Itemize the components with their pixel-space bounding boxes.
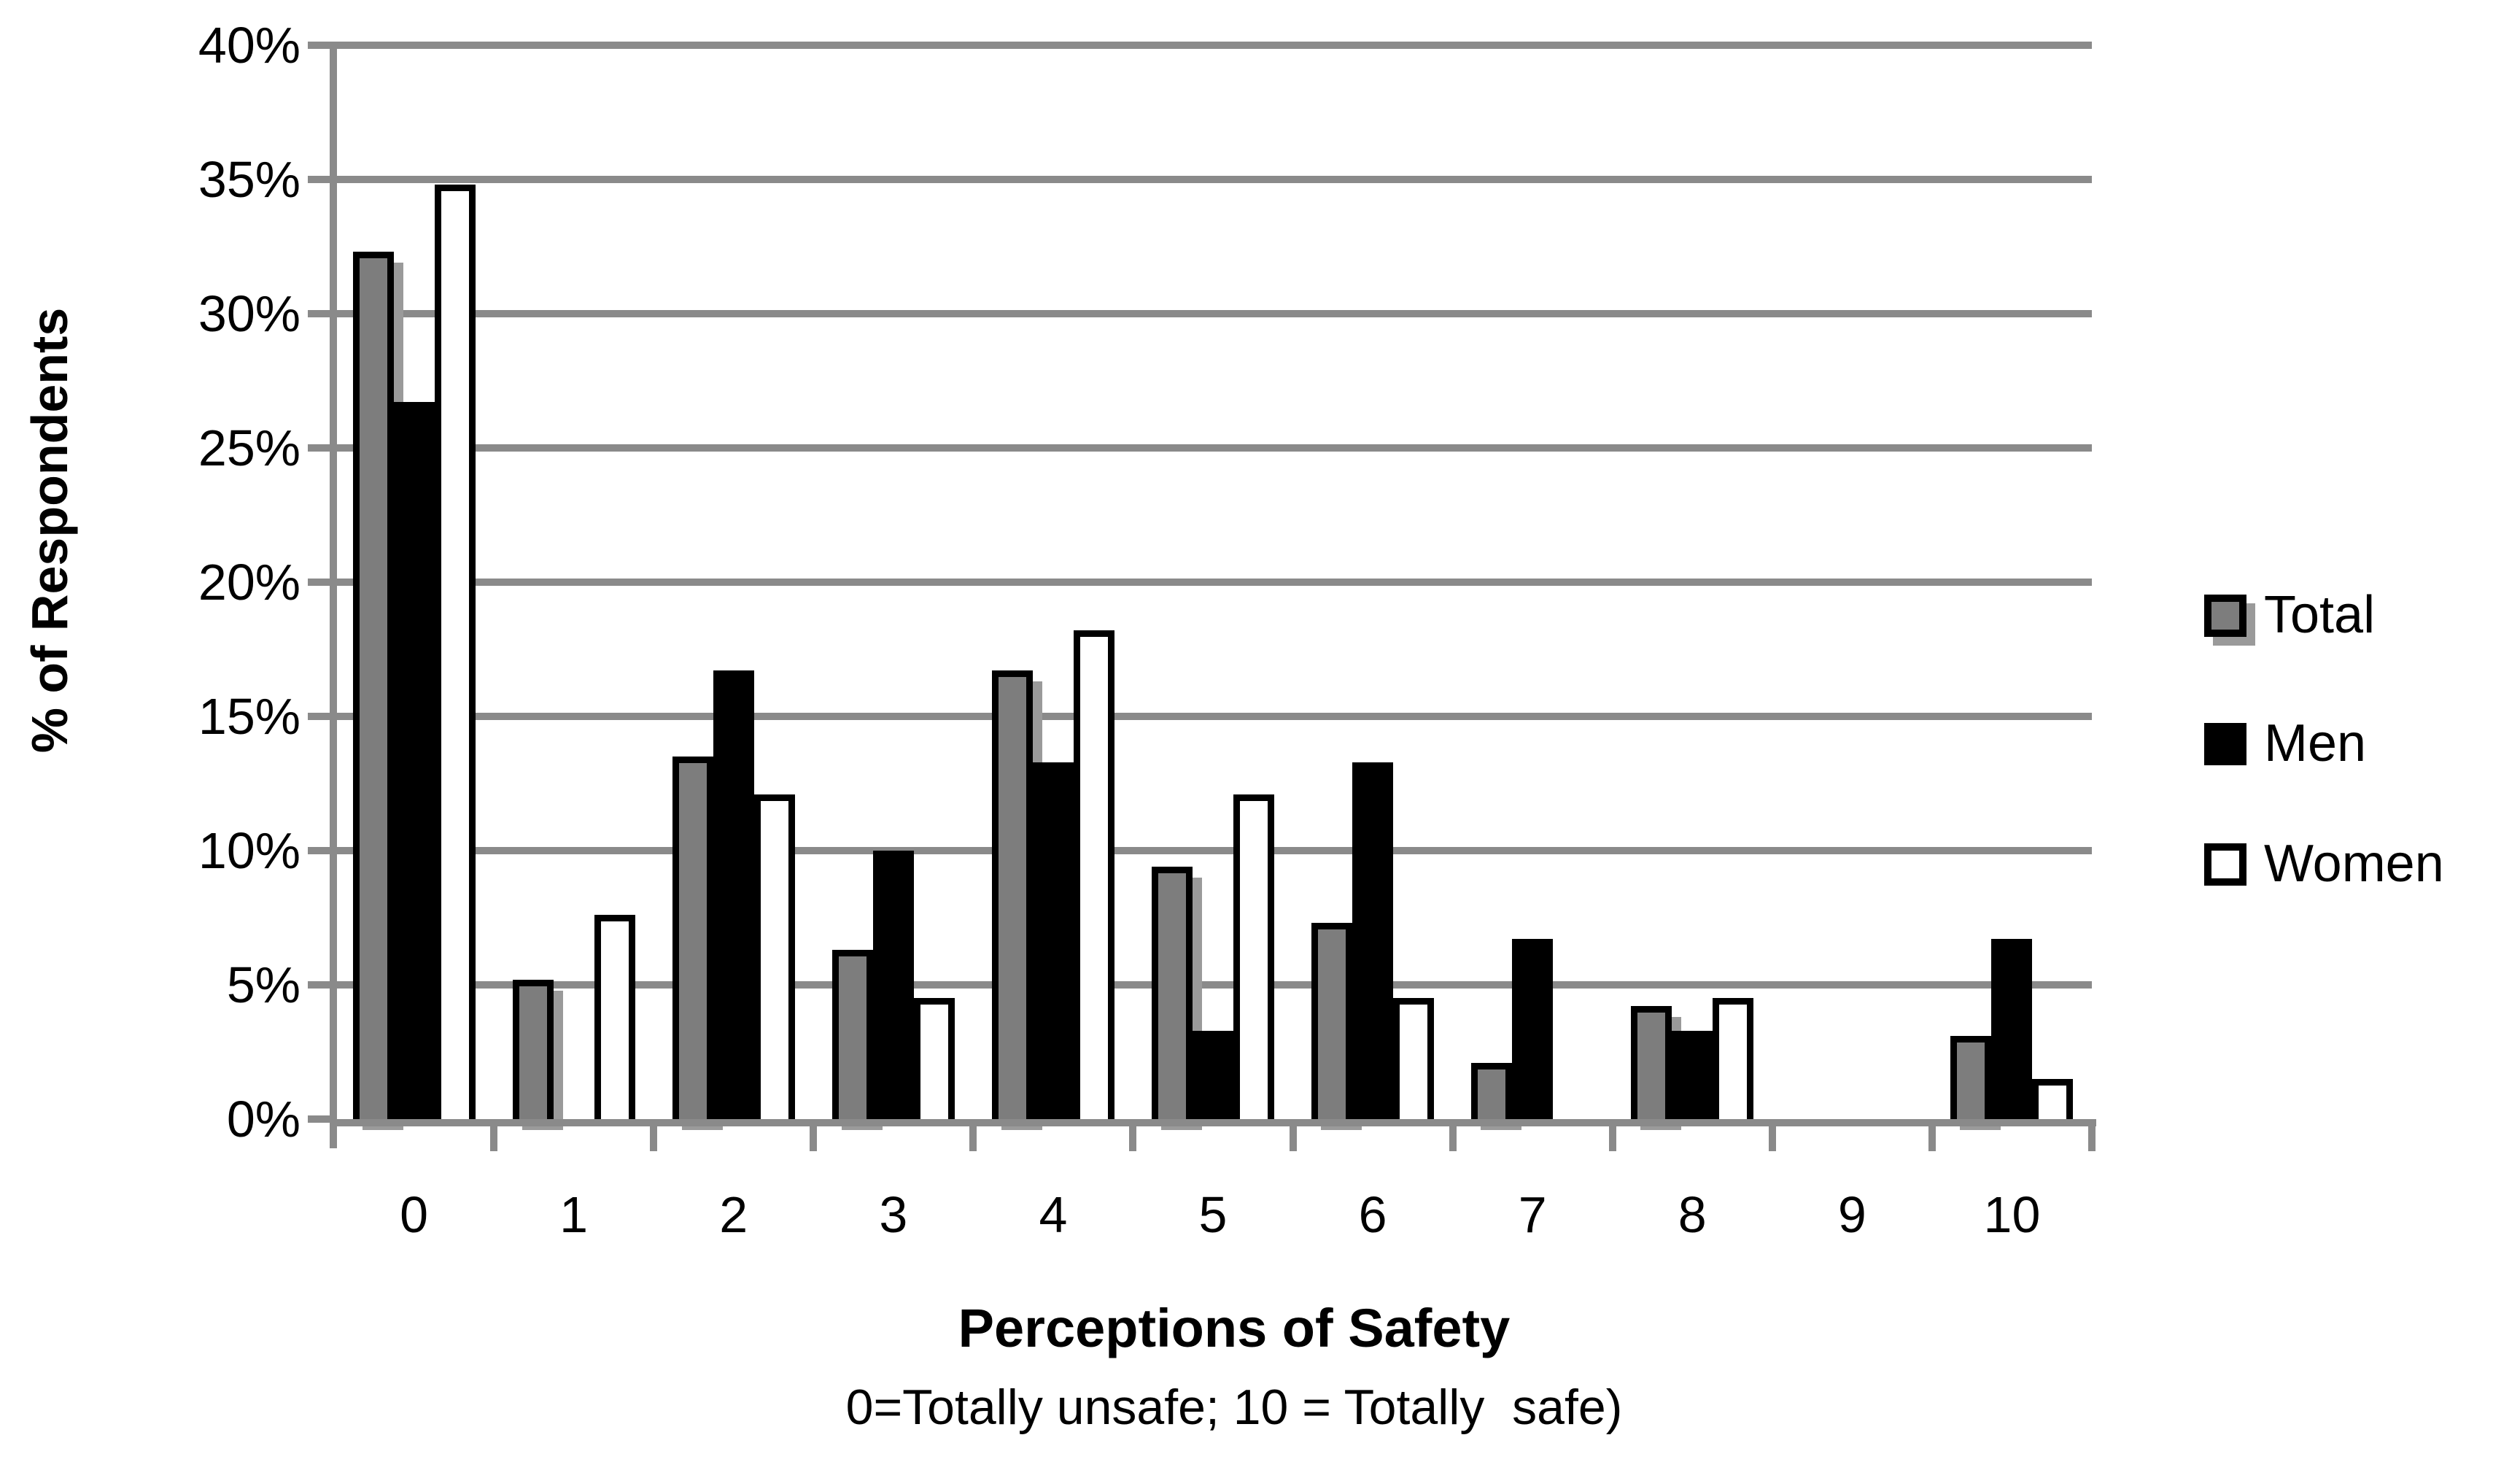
x-tick-label: 2 (719, 1186, 748, 1243)
x-axis-tick (969, 1126, 977, 1151)
bar-men-cat8 (1672, 1030, 1713, 1119)
y-axis-tick (308, 1115, 334, 1123)
gridline (334, 981, 2092, 989)
y-axis-line (330, 45, 337, 1148)
x-tick-label: 10 (1983, 1186, 2041, 1243)
gridline (334, 42, 2092, 49)
bar-men-cat10 (1991, 939, 2033, 1119)
x-tick-label: 3 (879, 1186, 908, 1243)
y-axis-tick (308, 579, 334, 586)
y-axis-tick (308, 847, 334, 854)
bar-men-cat0 (393, 402, 435, 1119)
x-axis-tick (490, 1126, 498, 1151)
bar-men-cat2 (713, 670, 754, 1119)
x-axis-tick (810, 1126, 818, 1151)
x-tick-label: 1 (559, 1186, 589, 1243)
y-tick-label: 20% (198, 554, 301, 611)
x-axis-tick (1289, 1126, 1297, 1151)
legend-label-men: Men (2264, 714, 2367, 773)
legend-label-women: Women (2264, 835, 2444, 893)
legend-label-total: Total (2264, 586, 2376, 644)
bar-men-cat5 (1193, 1030, 1233, 1119)
gridline (334, 847, 2092, 854)
x-axis-tick (1928, 1126, 1936, 1151)
bar-women-cat2 (753, 794, 795, 1119)
x-axis-tick (2088, 1126, 2096, 1151)
bar-total-cat3 (831, 950, 873, 1119)
bar-women-cat3 (913, 998, 955, 1119)
bar-total-cat8 (1631, 1006, 1672, 1119)
bar-women-cat10 (2032, 1078, 2074, 1119)
x-axis-tick (1608, 1126, 1616, 1151)
bar-total-cat6 (1311, 923, 1353, 1119)
x-tick-label: 0 (400, 1186, 428, 1243)
bar-men-cat3 (872, 851, 914, 1119)
legend-swatch-men (2204, 723, 2246, 765)
x-tick-label: 4 (1039, 1186, 1068, 1243)
bar-total-cat2 (672, 757, 713, 1119)
y-axis-tick (308, 310, 334, 317)
gridline (334, 310, 2092, 317)
bar-men-cat4 (1032, 762, 1074, 1119)
y-tick-label: 10% (198, 822, 301, 879)
bar-men-cat6 (1352, 762, 1394, 1119)
x-tick-label: 9 (1837, 1186, 1866, 1243)
x-tick-label: 7 (1518, 1186, 1547, 1243)
y-tick-label: 5% (226, 956, 301, 1013)
y-axis-tick (308, 713, 334, 720)
bar-total-cat7 (1471, 1062, 1513, 1119)
x-axis-tick (1449, 1126, 1457, 1151)
y-tick-label: 0% (226, 1091, 301, 1148)
y-tick-label: 25% (198, 419, 301, 476)
bar-women-cat0 (434, 185, 476, 1119)
bar-total-cat4 (991, 670, 1033, 1119)
bar-women-cat8 (1713, 998, 1754, 1119)
x-axis-line (330, 1119, 2096, 1126)
y-axis-tick (308, 176, 334, 183)
y-tick-label: 15% (198, 688, 301, 745)
y-axis-tick (308, 444, 334, 452)
x-axis-tick (1768, 1126, 1776, 1151)
y-tick-label: 40% (198, 17, 301, 74)
bar-women-cat5 (1233, 794, 1274, 1119)
x-tick-label: 8 (1678, 1186, 1707, 1243)
gridline (334, 444, 2092, 452)
gridline (334, 713, 2092, 720)
y-tick-label: 30% (198, 285, 301, 342)
y-tick-label: 35% (198, 151, 301, 208)
y-axis-tick (308, 981, 334, 989)
bar-total-cat0 (352, 252, 394, 1119)
gridline (334, 579, 2092, 586)
bar-women-cat4 (1073, 630, 1114, 1119)
legend-swatch-total (2204, 595, 2246, 637)
bar-total-cat1 (512, 979, 554, 1119)
x-axis-title: Perceptions of Safety (958, 1298, 1511, 1358)
bar-total-cat10 (1950, 1035, 1992, 1119)
bar-men-cat7 (1512, 939, 1554, 1119)
bar-total-cat5 (1152, 867, 1193, 1119)
x-axis-subtitle: 0=Totally unsafe; 10 = Totally safe) (845, 1380, 1623, 1435)
x-tick-label: 6 (1358, 1186, 1387, 1243)
gridline (334, 176, 2092, 183)
x-tick-label: 5 (1198, 1186, 1228, 1243)
legend-swatch-women (2204, 843, 2246, 886)
bar-women-cat6 (1393, 998, 1435, 1119)
bar-women-cat1 (594, 915, 635, 1119)
x-axis-tick (650, 1126, 658, 1151)
y-axis-tick (308, 42, 334, 49)
x-axis-tick (1129, 1126, 1137, 1151)
